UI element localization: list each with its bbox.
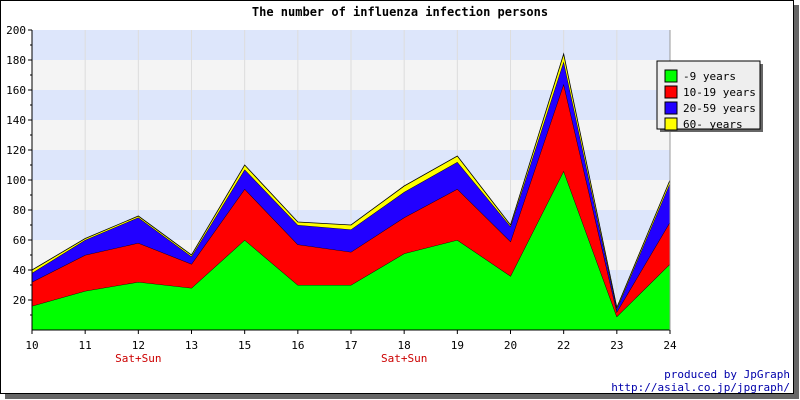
series-area [32,84,670,317]
x-tick-label: 18 [398,339,411,352]
y-tick-label: 180 [6,54,26,67]
series-area [32,171,670,330]
x-tick-label: 23 [610,339,623,352]
x-tick-label: 12 [132,339,145,352]
legend-swatch [664,101,678,115]
legend: -9 years 10-19 years 20-59 years 60- years [656,60,763,132]
legend-label: 20-59 years [683,102,756,115]
y-tick-label: 40 [13,264,26,277]
y-tick-label: 120 [6,144,26,157]
y-tick-label: 60 [13,234,26,247]
x-tick-label: 16 [291,339,304,352]
y-tick-label: 20 [13,294,26,307]
series-line [31,52,671,309]
x-tick-label: 17 [344,339,357,352]
x-tick-label: 15 [238,339,251,352]
legend-swatch [664,117,678,131]
stacked-areas [31,52,671,330]
legend-label: 60- years [683,118,743,131]
x-tick-label: 10 [25,339,38,352]
legend-swatch [664,85,678,99]
credit-line-2[interactable]: http://asial.co.jp/jpgraph/ [611,381,790,394]
x-sublabel: Sat+Sun [381,352,427,365]
x-tick-label: 13 [185,339,198,352]
legend-swatch [664,69,678,83]
x-tick-label: 11 [79,339,92,352]
x-tick-label: 20 [504,339,517,352]
y-tick-label: 100 [6,174,26,187]
y-tick-label: 140 [6,114,26,127]
x-tick-label: 24 [663,339,677,352]
y-tick-label: 160 [6,84,26,97]
credit-line-1: produced by JpGraph [664,368,790,381]
x-sublabel: Sat+Sun [115,352,161,365]
y-tick-label: 200 [6,24,26,37]
y-tick-label: 80 [13,204,26,217]
chart-title: The number of influenza infection person… [252,5,548,19]
x-tick-label: 22 [557,339,570,352]
x-tick-label: 19 [451,339,464,352]
legend-label: -9 years [683,70,736,83]
legend-label: 10-19 years [683,86,756,99]
